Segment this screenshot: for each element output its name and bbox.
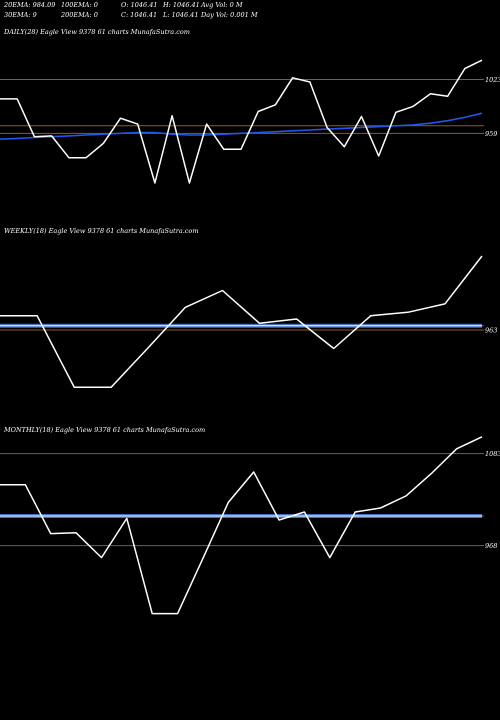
header-30ema: 30EMA: 9	[4, 11, 37, 19]
daily-price-line	[0, 59, 483, 184]
header-20ema: 20EMA: 984.09	[4, 1, 56, 9]
monthly-price-level-label-0: 1083	[485, 450, 500, 458]
daily-panel-label: DAILY(28) Eagle View 9378 61 charts Muna…	[3, 28, 190, 36]
header-100ema: 100EMA: 0	[61, 1, 98, 9]
weekly-panel-label: WEEKLY(18) Eagle View 9378 61 charts Mun…	[4, 227, 199, 235]
header-close: C: 1046.41	[121, 11, 158, 19]
daily-price-level-label-2: 959	[485, 130, 497, 138]
header-high: H: 1046.41	[163, 1, 200, 9]
weekly-price-level-label-1: 963	[485, 326, 497, 334]
weekly-price-line	[0, 255, 483, 388]
monthly-panel-label: MONTHLY(18) Eagle View 9378 61 charts Mu…	[3, 426, 205, 434]
header-200ema: 200EMA: 0	[61, 11, 98, 19]
header-avg-vol: Avg Vol: 0 M	[201, 1, 243, 9]
header-day-vol: Day Vol: 0.001 M	[201, 11, 258, 19]
monthly-price-level-label-2: 968	[485, 542, 497, 550]
monthly-price-line	[0, 436, 483, 615]
daily-ema-line	[0, 112, 483, 140]
header-open: O: 1046.41	[121, 1, 158, 9]
header-low: L: 1046.41	[163, 11, 199, 19]
daily-price-level-label-0: 1023	[485, 76, 500, 84]
